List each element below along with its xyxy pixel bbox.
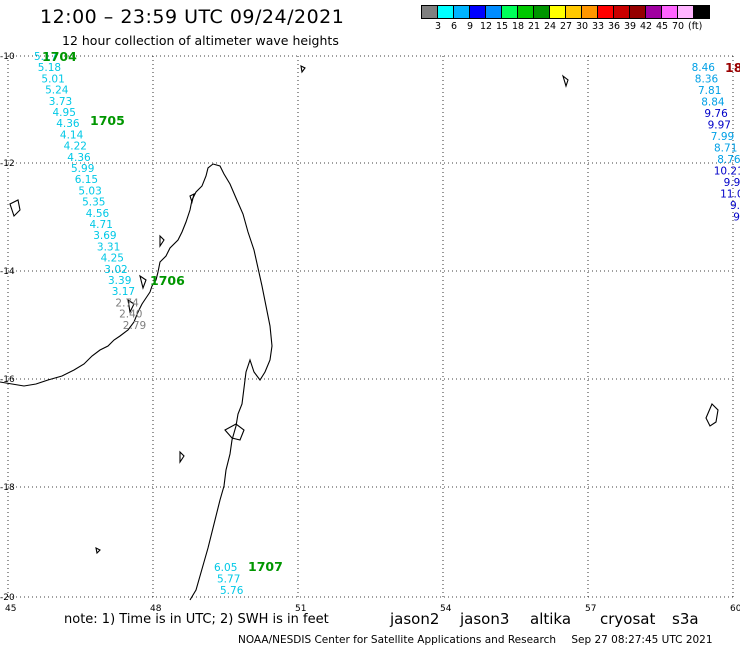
color-scale-bar	[421, 5, 710, 19]
wave-height-value: 3.02	[104, 264, 127, 276]
x-tick-label: 48	[150, 604, 162, 614]
color-swatch	[693, 5, 710, 19]
color-scale-label: 42	[639, 21, 653, 32]
wave-height-value: 5.24	[45, 85, 69, 97]
color-scale-label: 36	[607, 21, 621, 32]
color-scale-label: 33	[591, 21, 605, 32]
color-scale-label: 15	[495, 21, 509, 32]
legend-note: note: 1) Time is in UTC; 2) SWH is in fe…	[64, 612, 329, 627]
wave-height-value: 7.99	[711, 131, 734, 143]
wave-height-value: 5.77	[217, 574, 240, 586]
altimeter-track-1707: 6.055.775.76	[214, 562, 244, 597]
y-tick-label: -14	[0, 267, 15, 277]
wave-height-value: 4.22	[64, 141, 87, 153]
wave-height-value: 4.36	[67, 152, 91, 164]
y-tick-label: -20	[0, 593, 15, 603]
color-scale-label: 27	[559, 21, 573, 32]
wave-height-value: 4.25	[101, 253, 124, 265]
credit-timestamp: Sep 27 08:27:45 UTC 2021	[571, 634, 713, 646]
y-tick-label: -10	[0, 52, 15, 62]
wave-height-value: 2.79	[123, 320, 146, 332]
wave-height-value: 3.69	[93, 230, 116, 242]
track-label-1705: 1705	[90, 113, 125, 128]
altimeter-track-1704: 5.175.185.015.243.734.954.364.144.224.36…	[34, 51, 146, 332]
wave-height-value: 3.39	[108, 275, 131, 287]
color-scale-label: 21	[527, 21, 541, 32]
x-tick-label: 51	[295, 604, 306, 614]
x-tick-label: 57	[585, 604, 596, 614]
y-tick-label: -16	[0, 375, 15, 385]
credit-agency: NOAA/NESDIS Center for Satellite Applica…	[238, 634, 556, 646]
coastline-mascarene	[95, 65, 719, 555]
track-label-1704: 1704	[42, 49, 77, 64]
wave-height-value: 6.15	[75, 174, 98, 186]
wave-height-value: 7.81	[698, 85, 721, 97]
wave-height-value: 4.56	[86, 208, 110, 220]
x-tick-label: 60	[730, 604, 740, 614]
map-subtitle: 12 hour collection of altimeter wave hei…	[62, 33, 339, 48]
credit-line: NOAA/NESDIS Center for Satellite Applica…	[238, 634, 713, 646]
color-scale-label: 39	[623, 21, 637, 32]
wave-height-value: 6.05	[214, 562, 237, 574]
wave-height-value: 5.17	[34, 51, 57, 63]
map-title: 12:00 – 23:59 UTC 09/24/2021	[40, 6, 345, 28]
wave-height-value: 10.21	[714, 166, 740, 178]
wave-height-value: 9.74	[733, 212, 740, 224]
wave-height-value: 8.84	[701, 97, 725, 109]
wave-height-value: 5.18	[38, 62, 61, 74]
x-tick-label: 54	[440, 604, 452, 614]
color-scale-label: 18	[511, 21, 525, 32]
legend-jason3: jason3	[460, 610, 510, 628]
color-scale-label: 70	[671, 21, 685, 32]
color-scale-label: 3	[434, 21, 442, 32]
legend-altika: altika	[530, 610, 572, 628]
wave-height-value: 9.97	[724, 177, 740, 189]
wave-height-value: 9.68	[730, 200, 740, 212]
wave-height-value: 4.14	[60, 129, 84, 141]
color-scale-label: 9	[466, 21, 474, 32]
wave-height-value: 5.03	[78, 185, 101, 197]
color-scale-unit: (ft)	[688, 21, 703, 32]
wave-height-value: 8.71	[714, 143, 737, 155]
wave-height-value: 5.35	[82, 197, 105, 209]
color-scale-label: 6	[450, 21, 458, 32]
wave-height-value: 4.71	[90, 219, 113, 231]
wave-height-value: 3.17	[112, 286, 135, 298]
wave-height-value: 5.99	[71, 163, 94, 175]
wave-height-value: 4.95	[53, 107, 76, 119]
wave-height-value: 8.76	[717, 154, 740, 166]
legend-s3a: s3a	[672, 610, 699, 628]
wave-height-value: 9.76	[704, 108, 728, 120]
map-gridlines	[7, 55, 734, 598]
wave-height-value: 5.76	[220, 585, 244, 597]
wave-height-value: 2.74	[115, 297, 139, 309]
y-tick-label: -12	[0, 159, 15, 169]
axis-tick-labels: 45 48 51 54 57 60 -10 -12 -14 -16 -18 -20	[0, 52, 740, 614]
color-scale-label: 30	[575, 21, 589, 32]
color-scale-label: 12	[479, 21, 493, 32]
track-label-east: 18	[725, 60, 740, 75]
wave-height-value: 4.36	[56, 118, 80, 130]
wave-height-value: 9.97	[708, 120, 731, 132]
coastline-madagascar	[0, 163, 273, 601]
wave-height-value: 5.01	[41, 73, 64, 85]
wave-height-value: 11.03	[720, 189, 740, 201]
wave-height-value: 8.46	[692, 62, 716, 74]
y-tick-label: -18	[0, 483, 15, 493]
x-tick-label: 45	[5, 604, 16, 614]
wave-height-value: 3.73	[49, 96, 72, 108]
legend-cryosat: cryosat	[600, 610, 656, 628]
wave-height-value: 3.31	[97, 241, 120, 253]
color-scale-label: 45	[655, 21, 669, 32]
wave-height-value: 8.36	[695, 74, 719, 86]
legend-jason2: jason2	[390, 610, 440, 628]
color-scale-labels: 3 6 9 12 15 18 21 24 27 30 33 36 39 42 45 70 (ft)	[422, 21, 702, 32]
track-label-1706: 1706	[150, 273, 185, 288]
wave-height-value: 2.40	[119, 309, 142, 321]
altimeter-track-east: 8.468.367.818.849.769.977.998.718.7610.2…	[692, 62, 740, 224]
color-scale-label: 24	[543, 21, 557, 32]
track-label-1707: 1707	[248, 559, 283, 574]
